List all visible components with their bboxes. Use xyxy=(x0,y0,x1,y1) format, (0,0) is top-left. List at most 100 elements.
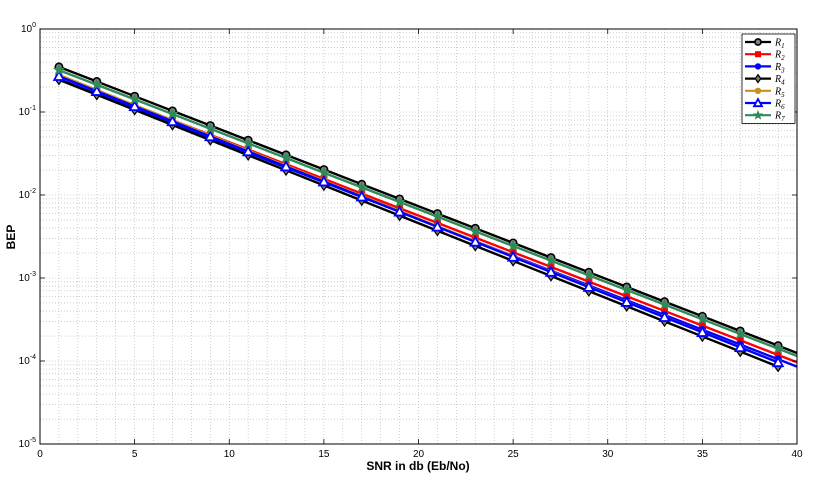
data-point xyxy=(754,38,762,46)
data-point xyxy=(734,327,747,340)
y-tick-base: 10 xyxy=(19,190,31,201)
data-point xyxy=(733,340,747,353)
y-tick-base: 10 xyxy=(19,273,31,284)
y-tick-label: 10-4 xyxy=(19,354,36,367)
data-point xyxy=(658,310,671,322)
legend-entry: R5 xyxy=(745,86,785,99)
data-point xyxy=(241,144,255,157)
series-6 xyxy=(52,69,785,368)
data-point xyxy=(393,205,406,217)
series-7 xyxy=(52,63,798,358)
data-point xyxy=(771,355,785,368)
data-point xyxy=(696,325,709,337)
y-tick-base: 10 xyxy=(21,24,33,35)
y-tick-label: 10-5 xyxy=(19,437,36,450)
data-point xyxy=(620,295,633,307)
y-tick-exponent: 0 xyxy=(32,22,36,29)
data-point xyxy=(242,137,255,149)
data-point xyxy=(620,283,633,296)
data-point xyxy=(582,269,595,281)
legend-label: R1 xyxy=(774,38,785,51)
legend-entry: R2 xyxy=(745,50,785,63)
x-tick-label: 40 xyxy=(791,449,803,460)
data-point xyxy=(754,63,762,70)
data-point xyxy=(128,99,141,112)
data-point xyxy=(469,235,482,247)
data-point xyxy=(280,151,293,164)
data-point xyxy=(204,129,217,142)
legend-entry: R3 xyxy=(745,62,785,75)
legend-label: R7 xyxy=(774,111,785,124)
legend-label: R6 xyxy=(774,99,785,112)
data-point xyxy=(128,93,141,105)
x-tick-label: 25 xyxy=(508,449,520,460)
x-tick-label: 15 xyxy=(318,449,330,460)
series-line xyxy=(58,75,779,364)
legend-entry: R4 xyxy=(745,73,785,87)
data-point xyxy=(754,87,762,95)
x-tick-label: 35 xyxy=(697,449,709,460)
data-point xyxy=(469,225,482,237)
y-tick-label: 10-2 xyxy=(19,188,36,201)
data-point xyxy=(772,342,785,354)
data-point xyxy=(431,210,444,222)
y-tick-exponent: -4 xyxy=(30,354,36,361)
x-axis-ticks: 0 5 10 15 20 25 30 35 40 xyxy=(37,29,803,460)
y-tick-exponent: -3 xyxy=(30,271,36,278)
data-point xyxy=(90,78,103,90)
data-point xyxy=(754,73,762,84)
data-point xyxy=(166,107,179,120)
legend-label: R2 xyxy=(774,50,785,63)
series-line xyxy=(58,78,779,368)
data-point xyxy=(317,166,330,178)
data-point xyxy=(52,69,66,81)
y-tick-base: 10 xyxy=(19,356,31,367)
data-point xyxy=(754,51,762,58)
data-point xyxy=(431,220,444,232)
data-point xyxy=(696,312,709,325)
data-point xyxy=(166,114,179,127)
legend-label: R4 xyxy=(774,74,785,87)
data-point xyxy=(355,190,368,202)
y-axis-label: BEP xyxy=(4,225,18,250)
legend-label: R5 xyxy=(774,86,785,99)
data-point xyxy=(52,63,65,76)
y-tick-exponent: -2 xyxy=(30,188,36,195)
x-tick-label: 10 xyxy=(224,449,236,460)
data-point xyxy=(752,97,764,108)
series-2 xyxy=(55,72,798,364)
data-point xyxy=(507,239,520,252)
legend-entry: R7 xyxy=(745,109,785,124)
y-tick-label: 10-1 xyxy=(19,105,36,118)
y-tick-base: 10 xyxy=(19,107,31,118)
data-point xyxy=(658,298,671,310)
y-tick-label: 10-3 xyxy=(19,271,36,284)
legend-entry: R1 xyxy=(745,38,785,51)
data-point xyxy=(582,280,596,292)
y-tick-label: 100 xyxy=(21,22,36,35)
legend-label: R3 xyxy=(774,62,785,75)
data-point xyxy=(279,159,293,172)
x-axis-label: SNR in db (Eb/No) xyxy=(366,459,469,473)
data-point xyxy=(355,181,368,193)
x-tick-label: 5 xyxy=(132,449,138,460)
x-tick-label: 20 xyxy=(413,449,425,460)
data-point xyxy=(90,84,104,96)
y-tick-exponent: -1 xyxy=(30,105,36,112)
y-tick-exponent: -5 xyxy=(30,437,36,444)
data-point xyxy=(544,265,558,277)
data-point xyxy=(393,195,406,208)
x-tick-label: 30 xyxy=(602,449,614,460)
series-layer xyxy=(52,62,798,373)
x-tick-label: 0 xyxy=(37,449,43,460)
data-point xyxy=(544,254,557,266)
y-tick-base: 10 xyxy=(19,439,31,450)
data-point xyxy=(506,250,520,262)
data-point xyxy=(752,109,764,120)
grid-lines xyxy=(39,29,798,445)
data-point xyxy=(317,175,331,187)
data-point xyxy=(204,122,217,134)
